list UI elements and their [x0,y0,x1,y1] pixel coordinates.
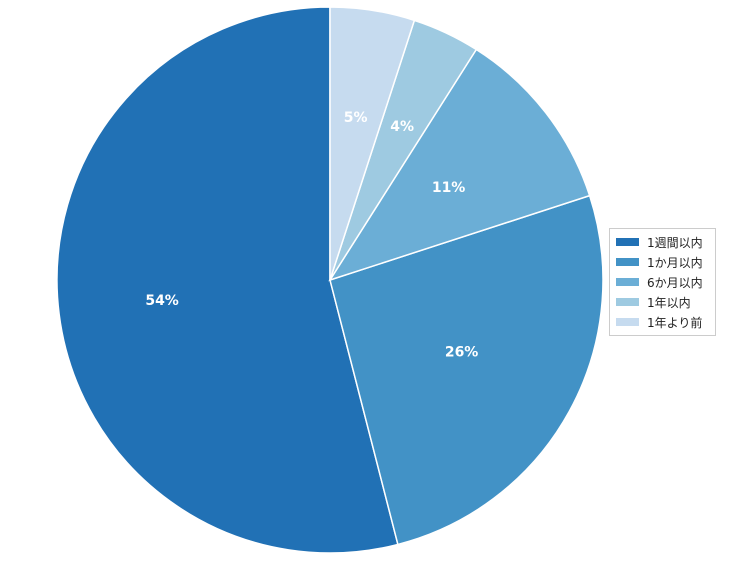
legend-swatch [616,258,639,266]
legend-item-1year: 1年以内 [616,292,709,312]
legend-label: 1年以内 [647,295,691,310]
legend-label: 1年より前 [647,315,703,330]
slice-label-6months: 11% [432,180,466,196]
legend-label: 1か月以内 [647,255,703,270]
legend: 1週間以内 1か月以内 6か月以内 1年以内 1年より前 [609,228,716,336]
slice-1month [329,194,604,546]
slice-1week [56,6,399,554]
legend-item-6months: 6か月以内 [616,272,709,292]
slice-label-1week: 54% [145,293,179,309]
legend-swatch [616,238,639,246]
slice-label-1year: 4% [390,119,414,135]
legend-swatch [616,298,639,306]
legend-item-1week: 1週間以内 [616,232,709,252]
legend-label: 1週間以内 [647,235,703,250]
slice-6months [328,48,591,282]
legend-item-over-1year: 1年より前 [616,312,709,332]
legend-swatch [616,278,639,286]
slice-label-over-1year: 5% [344,110,368,126]
slice-over-1year [329,6,416,281]
legend-item-1month: 1か月以内 [616,252,709,272]
legend-label: 6か月以内 [647,275,703,290]
slice-label-1month: 26% [445,344,479,360]
legend-swatch [616,318,639,326]
